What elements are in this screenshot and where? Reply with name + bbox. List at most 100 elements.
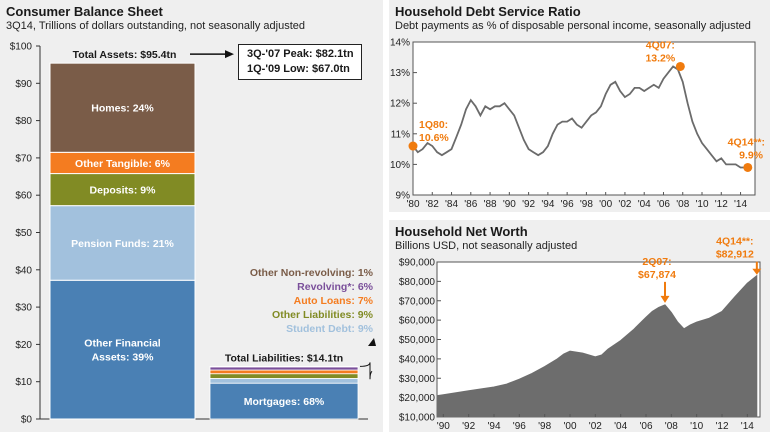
asset-label-other-financial: Other Financial: [84, 338, 161, 350]
debt-x-tick-label: '06: [657, 199, 670, 210]
networth-title: Household Net Worth: [395, 224, 528, 239]
y-tick-label: $50: [15, 228, 32, 239]
legend-connector: [359, 362, 373, 380]
networth-y-tick-label: $50,000: [399, 335, 436, 346]
liability-segment-student-debt: [209, 378, 359, 384]
networth-marker-value-2q07: $67,874: [638, 269, 676, 281]
debt-service-panel: Household Debt Service Ratio Debt paymen…: [389, 0, 770, 212]
debt-marker-label-1q80: 1Q80:: [419, 119, 448, 131]
debt-y-tick-label: 9%: [396, 191, 411, 202]
networth-x-tick-label: '92: [462, 421, 475, 432]
debt-x-tick-label: '86: [464, 199, 477, 210]
debt-plot-area: [412, 41, 756, 196]
debt-x-tick-label: '14: [734, 199, 747, 210]
debt-x-tick-label: '92: [522, 199, 535, 210]
y-tick-label: $30: [15, 303, 32, 314]
debt-y-tick-label: 12%: [390, 99, 410, 110]
total-liabilities-label: Total Liabilities: $14.1tn: [225, 352, 343, 364]
y-tick-label: $0: [21, 415, 33, 426]
networth-y-tick-label: $40,000: [399, 354, 436, 365]
networth-y-tick-label: $60,000: [399, 316, 436, 327]
networth-arrowhead-2q07: [660, 295, 670, 303]
y-tick-label: $10: [15, 377, 32, 388]
networth-x-tick-label: '96: [513, 421, 526, 432]
networth-marker-label-2q07: 2Q07:: [642, 256, 671, 268]
debt-marker-label-4q07: 4Q07:: [646, 39, 675, 51]
liability-segment-other-nonrevolving: [209, 365, 359, 368]
total-assets-label: Total Assets: $95.4tn: [73, 49, 177, 61]
y-tick-label: $40: [15, 265, 32, 276]
y-tick-label: $90: [15, 79, 32, 90]
liability-segment-auto-loans: [209, 369, 359, 375]
debt-marker-1: [675, 61, 685, 71]
debt-marker-0: [408, 141, 418, 151]
networth-y-tick-label: $30,000: [399, 374, 436, 385]
asset-label-homes: Homes: 24%: [91, 103, 154, 115]
y-tick-label: $70: [15, 153, 32, 164]
networth-area: [436, 274, 758, 418]
debt-marker-value-1q80: 10.6%: [419, 132, 449, 144]
networth-x-tick-label: '04: [614, 421, 627, 432]
y-tick-label: $20: [15, 340, 32, 351]
debt-x-tick-label: '12: [715, 199, 728, 210]
networth-arrowhead-4q14: [752, 268, 762, 275]
liability-segment-mortgages: [209, 382, 359, 420]
peak-low-box: 3Q-'07 Peak: $82.1tn 1Q-'09 Low: $67.0tn: [238, 44, 362, 80]
asset-segment-other-financial: [49, 279, 196, 420]
debt-x-tick-label: '84: [445, 199, 458, 210]
balance-subtitle: 3Q14, Trillions of dollars outstanding, …: [6, 20, 306, 32]
debt-title: Household Debt Service Ratio: [395, 4, 581, 19]
balance-sheet-panel: Consumer Balance Sheet 3Q14, Trillions o…: [0, 0, 383, 432]
debt-y-tick-label: 14%: [390, 38, 410, 49]
asset-segment-deposits: [49, 173, 196, 207]
liability-legend-revolving: Revolving*: 6%: [297, 281, 374, 293]
networth-x-tick-label: '02: [589, 421, 602, 432]
networth-x-tick-label: '98: [538, 421, 551, 432]
peak-label: 3Q-'07 Peak: $82.1tn: [247, 48, 354, 60]
networth-marker-label-4q14: 4Q14**:: [716, 236, 753, 248]
balance-chart: $0 $10 $20 $30 $40 $50 $60 $70 $80 $90 $100 Other F…: [10, 42, 376, 426]
debt-x-tick-label: '88: [484, 199, 497, 210]
mortgages-label: Mortgages: 68%: [244, 396, 325, 408]
debt-x-tick-label: '80: [406, 199, 419, 210]
networth-y-tick-label: $70,000: [399, 296, 436, 307]
debt-y-tick-label: 11%: [391, 129, 410, 140]
liability-legend-other-liabilities: Other Liabilities: 9%: [272, 309, 374, 321]
debt-x-tick-label: '02: [618, 199, 631, 210]
networth-y-tick-label: $10,000: [399, 413, 436, 424]
debt-ratio-line: [412, 65, 748, 169]
debt-marker-2: [743, 162, 753, 172]
y-tick-label: $60: [15, 191, 32, 202]
debt-x-tick-label: '98: [580, 199, 593, 210]
networth-chart: $10,000 $20,000 $30,000 $40,000 $50,000 $60,0…: [399, 236, 762, 432]
networth-y-tick-label: $90,000: [399, 258, 436, 269]
networth-y-tick-label: $20,000: [399, 393, 436, 404]
asset-label-pension: Pension Funds: 21%: [71, 238, 174, 250]
asset-label-deposits: Deposits: 9%: [90, 185, 157, 197]
net-worth-panel: Household Net Worth Billions USD, not se…: [389, 220, 770, 432]
debt-marker-label-4q14: 4Q14**:: [728, 136, 765, 148]
debt-y-tick-label: 13%: [390, 68, 410, 79]
peak-arrow-head: [225, 50, 234, 59]
liability-legend-other-nonrevolving: Other Non-revolving: 1%: [250, 267, 374, 279]
liability-legend-auto-loans: Auto Loans: 7%: [294, 295, 374, 307]
debt-subtitle: Debt payments as % of disposable persona…: [395, 20, 751, 32]
low-label: 1Q-'09 Low: $67.0tn: [247, 63, 350, 75]
asset-segment-homes: [49, 62, 196, 153]
debt-marker-value-4q07: 13.2%: [645, 52, 675, 64]
debt-x-tick-label: '96: [561, 199, 574, 210]
debt-chart: 9% 10% 11% 12% 13% 14% '80 '82 '84 '86 '88 '90 '92 '9…: [390, 38, 765, 211]
debt-x-tick-label: '82: [426, 199, 439, 210]
networth-x-tick-label: '08: [665, 421, 678, 432]
networth-x-tick-label: '94: [487, 421, 500, 432]
debt-x-tick-label: '04: [638, 199, 651, 210]
networth-x-tick-label: '00: [563, 421, 576, 432]
liability-legend-student-debt: Student Debt: 9%: [286, 323, 374, 335]
networth-x-tick-label: '06: [639, 421, 652, 432]
debt-x-tick-label: '08: [676, 199, 689, 210]
networth-subtitle: Billions USD, not seasonally adjusted: [395, 240, 578, 252]
debt-y-tick-label: 10%: [390, 160, 410, 171]
debt-x-tick-label: '90: [503, 199, 516, 210]
networth-x-tick-label: '10: [690, 421, 703, 432]
debt-x-tick-label: '00: [599, 199, 612, 210]
